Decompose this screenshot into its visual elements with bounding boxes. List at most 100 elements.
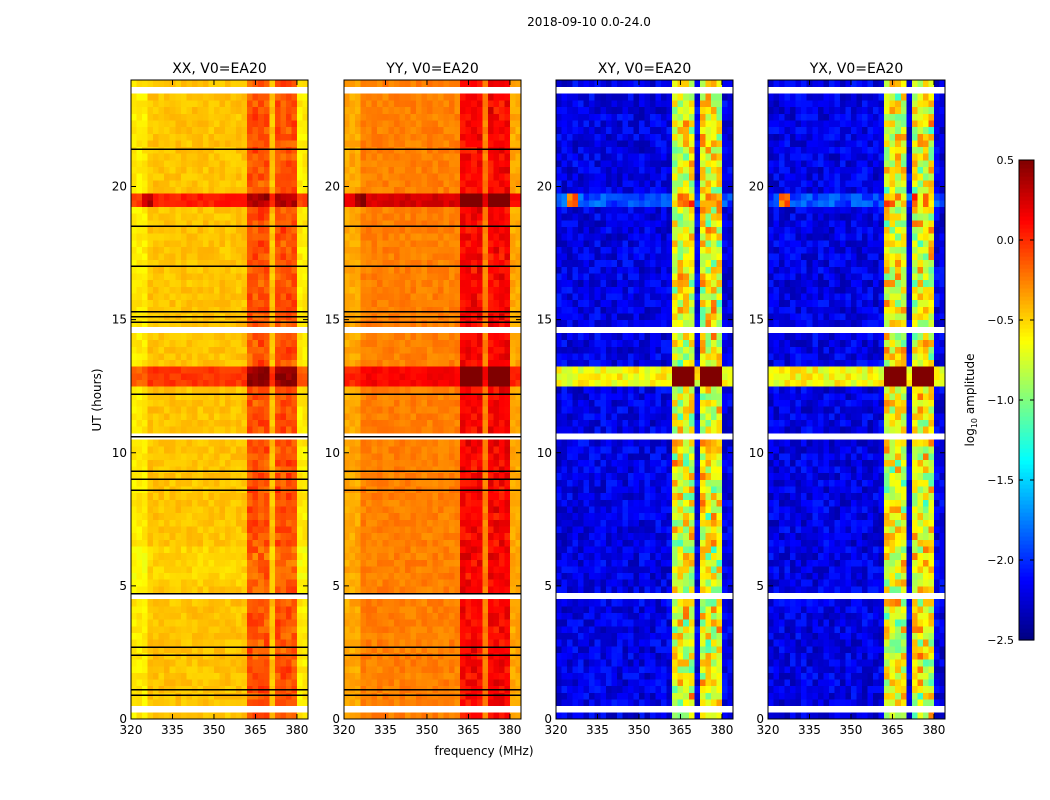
heatmap-cell — [197, 359, 204, 367]
heatmap-cell — [191, 439, 198, 447]
heatmap-cell — [410, 659, 417, 667]
heatmap-cell — [415, 512, 422, 520]
heatmap-cell — [404, 532, 411, 540]
heatmap-cell — [285, 153, 292, 161]
heatmap-cell — [382, 406, 389, 414]
heatmap-cell — [404, 612, 411, 620]
heatmap-cell — [230, 339, 237, 347]
heatmap-cell — [213, 672, 220, 680]
heatmap-cell — [158, 386, 165, 394]
heatmap-cell — [274, 605, 281, 613]
heatmap-cell — [344, 565, 351, 574]
heatmap-cell — [202, 579, 209, 587]
heatmap-cell — [487, 379, 494, 387]
heatmap-cell — [349, 525, 356, 534]
heatmap-cell — [252, 565, 259, 574]
heatmap-cell — [515, 366, 522, 374]
heatmap-cell — [377, 293, 384, 301]
heatmap-cell — [180, 612, 187, 620]
heatmap-cell — [263, 579, 270, 587]
heatmap-cell — [164, 372, 171, 381]
heatmap-cell — [263, 206, 270, 214]
heatmap-cell — [219, 379, 226, 387]
heatmap-cell — [169, 93, 176, 101]
heatmap-cell — [498, 712, 505, 720]
heatmap-cell — [169, 552, 176, 560]
heatmap-cell — [247, 499, 254, 507]
heatmap-cell — [247, 346, 254, 354]
heatmap-cell — [404, 419, 411, 427]
heatmap-cell — [142, 253, 149, 261]
heatmap-cell — [399, 339, 406, 347]
heatmap-cell — [421, 652, 428, 660]
heatmap-cell — [404, 386, 411, 394]
heatmap-cell — [366, 273, 373, 281]
heatmap-cell — [175, 226, 182, 234]
heatmap-cell — [460, 339, 467, 347]
heatmap-cell — [280, 293, 287, 301]
heatmap-cell — [213, 126, 220, 134]
heatmap-cell — [147, 359, 154, 367]
heatmap-cell — [147, 339, 154, 347]
heatmap-cell — [432, 506, 439, 514]
heatmap-cell — [476, 532, 483, 540]
heatmap-cell — [269, 439, 276, 447]
heatmap-cell — [471, 612, 478, 620]
heatmap-cell — [225, 166, 232, 174]
heatmap-cell — [460, 525, 467, 534]
heatmap-cell — [158, 572, 165, 580]
heatmap-cell — [236, 179, 243, 187]
heatmap-cell — [388, 406, 395, 414]
heatmap-cell — [247, 412, 254, 420]
heatmap-cell — [153, 439, 160, 447]
heatmap-cell — [493, 346, 500, 354]
heatmap-cell — [509, 499, 516, 507]
heatmap-cell — [360, 439, 367, 447]
heatmap-cell — [147, 106, 154, 114]
heatmap-cell — [213, 605, 220, 613]
heatmap-cell — [426, 406, 433, 414]
heatmap-cell — [302, 166, 309, 174]
heatmap-cell — [202, 279, 209, 287]
heatmap-cell — [438, 506, 445, 514]
heatmap-cell — [263, 226, 270, 234]
heatmap-cell — [487, 652, 494, 660]
heatmap-cell — [131, 532, 138, 540]
heatmap-cell — [208, 552, 215, 560]
heatmap-cell — [449, 419, 456, 427]
heatmap-cell — [197, 525, 204, 534]
heatmap-cell — [186, 672, 193, 680]
heatmap-cell — [349, 406, 356, 414]
heatmap-cell — [142, 692, 149, 700]
heatmap-cell — [493, 652, 500, 660]
heatmap-cell — [230, 692, 237, 700]
heatmap-cell — [258, 572, 265, 580]
heatmap-cell — [153, 466, 160, 474]
heatmap-cell — [509, 625, 516, 633]
heatmap-cell — [493, 426, 500, 434]
heatmap-cell — [415, 359, 422, 367]
heatmap-cell — [302, 80, 309, 88]
heatmap-cell — [153, 392, 160, 400]
heatmap-cell — [147, 346, 154, 354]
heatmap-cell — [426, 392, 433, 400]
heatmap-cell — [460, 306, 467, 314]
axes-frame — [130, 79, 309, 720]
heatmap-cell — [164, 193, 171, 201]
y-tick-label: 5 — [119, 579, 127, 593]
heatmap-cell — [382, 426, 389, 434]
heatmap-cell — [487, 579, 494, 587]
heatmap-cell — [487, 599, 494, 607]
heatmap-cell — [131, 126, 138, 134]
heatmap-cell — [136, 552, 143, 560]
heatmap-cell — [482, 452, 489, 460]
heatmap-cell — [263, 492, 270, 500]
heatmap-cell — [371, 339, 378, 347]
heatmap-cell — [482, 559, 489, 567]
heatmap-cell — [191, 166, 198, 174]
heatmap-cell — [280, 299, 287, 307]
heatmap-cell — [274, 625, 281, 633]
heatmap-cell — [438, 692, 445, 700]
heatmap-cell — [230, 359, 237, 367]
heatmap-cell — [344, 572, 351, 580]
